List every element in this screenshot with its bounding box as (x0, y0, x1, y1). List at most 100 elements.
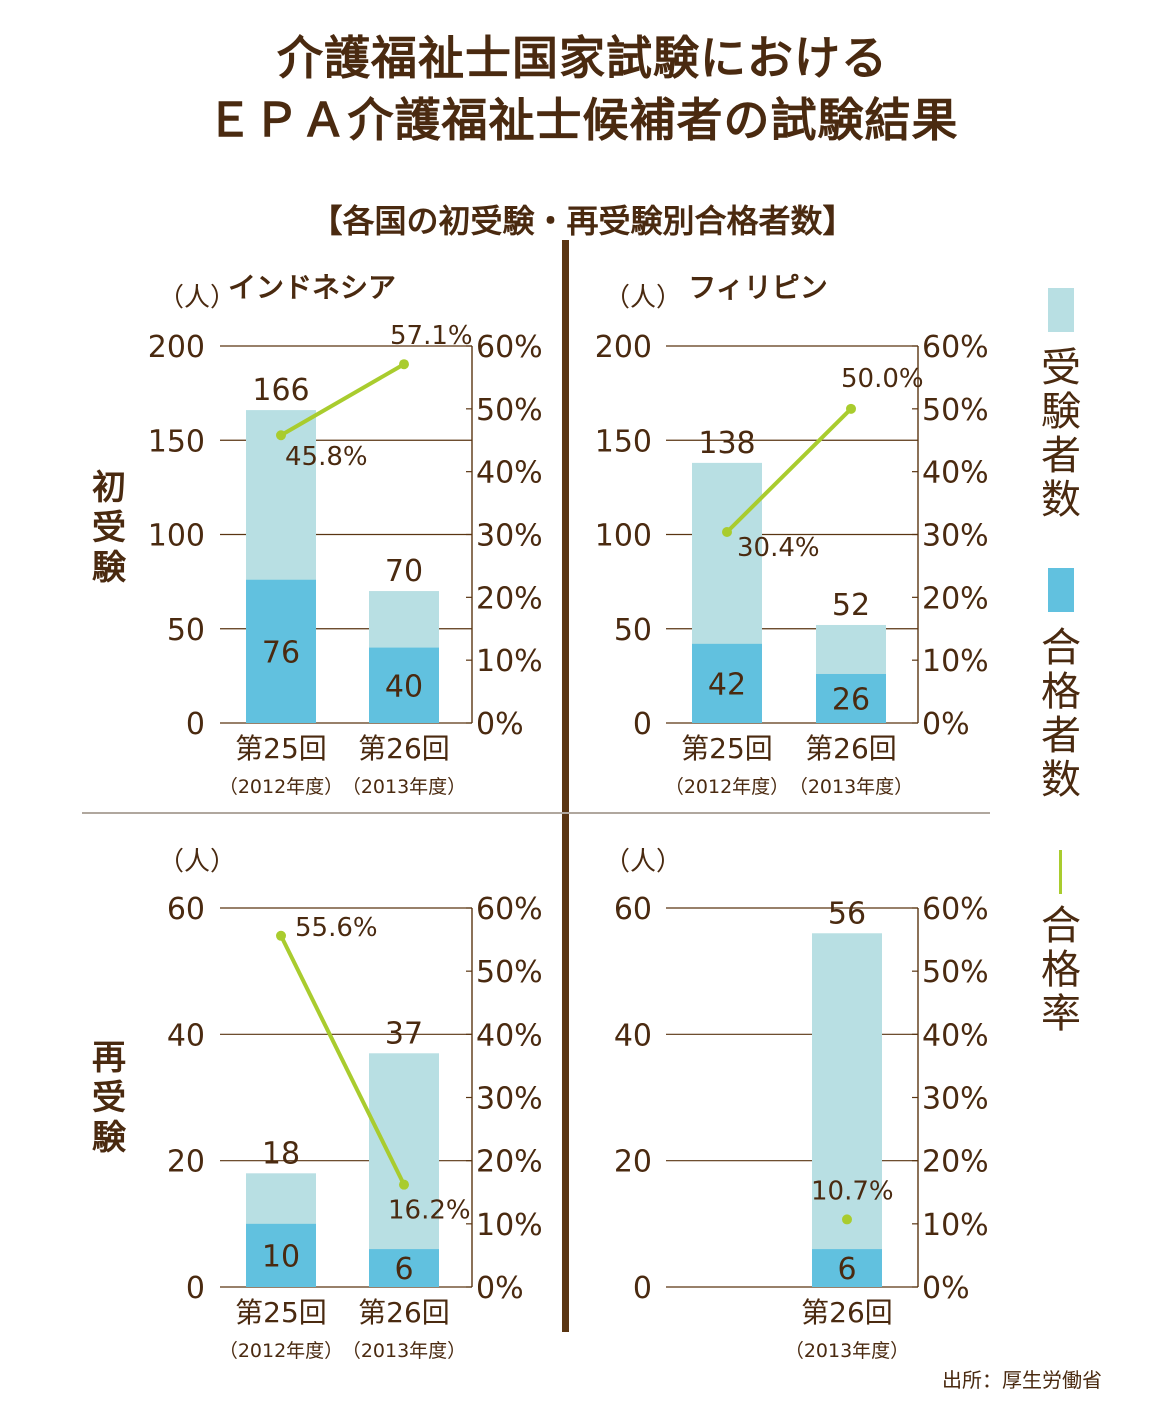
pass-rate-line (725, 407, 853, 534)
y2-tick-label: 30% (922, 519, 989, 554)
y-tick-label: 100 (595, 519, 652, 554)
pass-rate-line (279, 934, 406, 1186)
x-category-sublabel: （2012年度） (219, 1340, 343, 1362)
y2-tick-label: 40% (922, 456, 989, 491)
pass-rate-label: 10.7% (811, 1176, 894, 1206)
y-tick-label: 0 (186, 1271, 205, 1306)
y2-tick-label: 30% (476, 1082, 543, 1117)
y-tick-label: 0 (186, 707, 205, 742)
y-tick-label: 60 (614, 892, 652, 927)
bar-examinees-label: 37 (385, 1016, 423, 1051)
y2-tick-label: 20% (476, 1145, 543, 1180)
horizontal-divider (82, 812, 990, 814)
pass-rate-label: 55.6% (295, 913, 378, 943)
y2-tick-label: 10% (922, 1208, 989, 1243)
y2-tick-label: 50% (476, 393, 543, 428)
y2-tick-label: 60% (922, 330, 989, 365)
x-category-sublabel: （2013年度） (342, 776, 466, 798)
y2-tick-label: 60% (476, 330, 543, 365)
x-category-label: 第26回 (358, 732, 450, 765)
bar-passers-label: 10 (262, 1239, 300, 1274)
legend-passers-swatch (1048, 568, 1074, 612)
chart-indonesia-retake: （人） 0 20 40 60 0% 10% 20% 30% 40% 50% 60% 18 10 第25回 （2… (158, 847, 543, 1362)
y2-tick-label: 50% (922, 955, 989, 990)
pass-rate-label: 16.2% (388, 1196, 471, 1226)
y-axis-unit-label: （人） (158, 283, 236, 313)
pass-rate-label: 45.8% (285, 442, 368, 472)
y-axis-unit-label: （人） (158, 847, 236, 877)
column-label-indonesia: インドネシア (227, 271, 396, 304)
bar-examinees-label: 52 (832, 588, 870, 623)
x-category-label: 第26回 (801, 1296, 893, 1329)
y-tick-label: 50 (614, 613, 652, 648)
y-tick-label: 60 (167, 892, 205, 927)
y2-tick-label: 0% (922, 1271, 970, 1306)
y2-tick-label: 10% (476, 644, 543, 679)
y2-tick-label: 20% (922, 581, 989, 616)
row-label-retake-text: 再受験 (92, 1038, 126, 1158)
legend-examinees-label: 受験者数 (1041, 345, 1081, 523)
bar-examinees-label: 18 (262, 1136, 300, 1171)
y2-tick-label: 50% (922, 393, 989, 428)
bar-examinees (369, 1053, 439, 1287)
y2-tick-label: 20% (476, 581, 543, 616)
y-tick-label: 50 (167, 613, 205, 648)
bar-passers (246, 1223, 316, 1287)
x-category-sublabel: （2013年度） (342, 1340, 466, 1362)
y2-tick-label: 10% (476, 1208, 543, 1243)
pass-rate-point (399, 1179, 409, 1190)
y2-tick-label: 20% (922, 1145, 989, 1180)
y-tick-label: 20 (167, 1145, 205, 1180)
bar-passers (369, 1249, 439, 1287)
pass-rate-point (842, 1214, 852, 1225)
y2-tick-label: 10% (922, 644, 989, 679)
bar-passers (246, 579, 316, 723)
bar-passers (692, 643, 762, 723)
y-axis-unit-label: （人） (604, 847, 682, 877)
y-tick-label: 0 (633, 707, 652, 742)
bar-passers (812, 1249, 882, 1287)
y2-tick-label: 40% (476, 1018, 543, 1053)
y-tick-label: 150 (148, 424, 205, 459)
chart-philippines-first: （人） 0 50 100 150 200 0% 10% 20% 30% 40% 50% 60% 138 42… (595, 283, 989, 798)
y2-tick-label: 40% (476, 456, 543, 491)
chart-philippines-retake: （人） 0 20 40 60 0% 10% 20% 30% 40% 50% 60% 56 6 第26回 （20… (604, 847, 989, 1362)
pass-rate-line (280, 362, 405, 437)
bar-passers-label: 6 (837, 1252, 856, 1287)
legend-examinees-swatch (1048, 288, 1074, 332)
pass-rate-point (846, 403, 856, 414)
chart-indonesia-first: （人） 0 50 100 150 200 0% 10% 20% 30% 40% 50% 60% 166 76… (148, 283, 543, 798)
y-tick-label: 100 (148, 519, 205, 554)
y2-tick-label: 50% (476, 955, 543, 990)
pass-rate-label: 30.4% (737, 533, 820, 563)
x-category-label: 第25回 (235, 732, 327, 765)
y-tick-label: 150 (595, 424, 652, 459)
bar-passers-label: 26 (832, 682, 870, 717)
page-title-line1: 介護福祉士国家試験における (277, 31, 888, 85)
pass-rate-label: 50.0% (841, 364, 924, 394)
x-category-sublabel: （2012年度） (219, 776, 343, 798)
x-category-label: 第26回 (358, 1296, 450, 1329)
y2-tick-label: 30% (922, 1082, 989, 1117)
y2-tick-label: 60% (922, 892, 989, 927)
bar-passers-label: 40 (385, 669, 423, 704)
legend-pass-rate-swatch (1059, 850, 1062, 894)
row-label-first-exam: 初受験 (86, 468, 132, 588)
bar-passers-label: 6 (394, 1252, 413, 1287)
bar-examinees-label: 56 (828, 896, 866, 931)
row-label-first-exam-text: 初受験 (92, 468, 126, 588)
y-tick-label: 200 (595, 330, 652, 365)
y-tick-label: 40 (614, 1018, 652, 1053)
y-tick-label: 200 (148, 330, 205, 365)
pass-rate-label: 57.1% (390, 321, 473, 351)
y-tick-label: 40 (167, 1018, 205, 1053)
pass-rate-point (276, 430, 286, 441)
y2-tick-label: 40% (922, 1018, 989, 1053)
vertical-divider (562, 240, 569, 1332)
bar-passers (369, 647, 439, 723)
x-category-label: 第25回 (235, 1296, 327, 1329)
source-note: 出所：厚生労働省 (942, 1368, 1102, 1392)
row-label-retake: 再受験 (86, 1038, 132, 1158)
legend-passers-label: 合格者数 (1041, 625, 1081, 803)
